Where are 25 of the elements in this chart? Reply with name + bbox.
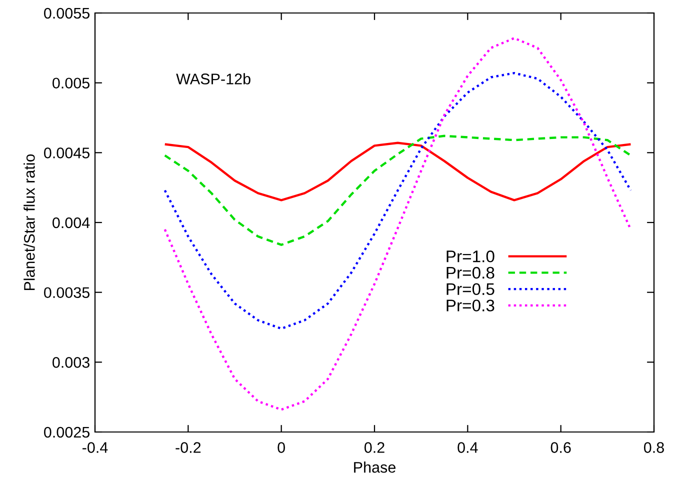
y-tick-label: 0.0035 xyxy=(44,287,90,298)
annotation: WASP-12b xyxy=(176,73,250,84)
y-tick-label: 0.005 xyxy=(52,78,90,89)
y-tick-label: 0.0055 xyxy=(44,8,90,19)
y-tick-label: 0.0045 xyxy=(44,148,90,158)
legend-label: Pr=0.8 xyxy=(446,266,494,279)
x-axis-title: Phase xyxy=(354,462,396,473)
line-series xyxy=(164,142,632,202)
x-tick-label: 0.8 xyxy=(644,442,664,453)
line-series xyxy=(164,72,632,330)
x-tick-label: 0.4 xyxy=(458,442,478,453)
y-tick-label: 0.003 xyxy=(52,357,90,368)
y-axis-title: Planet/Star flux ratio xyxy=(24,154,35,290)
x-tick-label: -0.2 xyxy=(176,442,201,453)
x-tick-label: 0.2 xyxy=(364,442,384,453)
line-series xyxy=(164,134,632,246)
legend-label: Pr=0.5 xyxy=(446,283,494,296)
y-tick-label: 0.0025 xyxy=(44,426,90,438)
x-tick-label: 0.6 xyxy=(550,442,571,453)
legend-label: Pr=0.3 xyxy=(446,300,494,312)
y-tick-label: 0.004 xyxy=(52,217,90,228)
x-tick-label: -0.4 xyxy=(82,442,108,453)
legend-label: Pr=1.0 xyxy=(446,250,494,262)
line-series xyxy=(164,37,632,411)
x-tick-label: 0 xyxy=(278,442,285,453)
